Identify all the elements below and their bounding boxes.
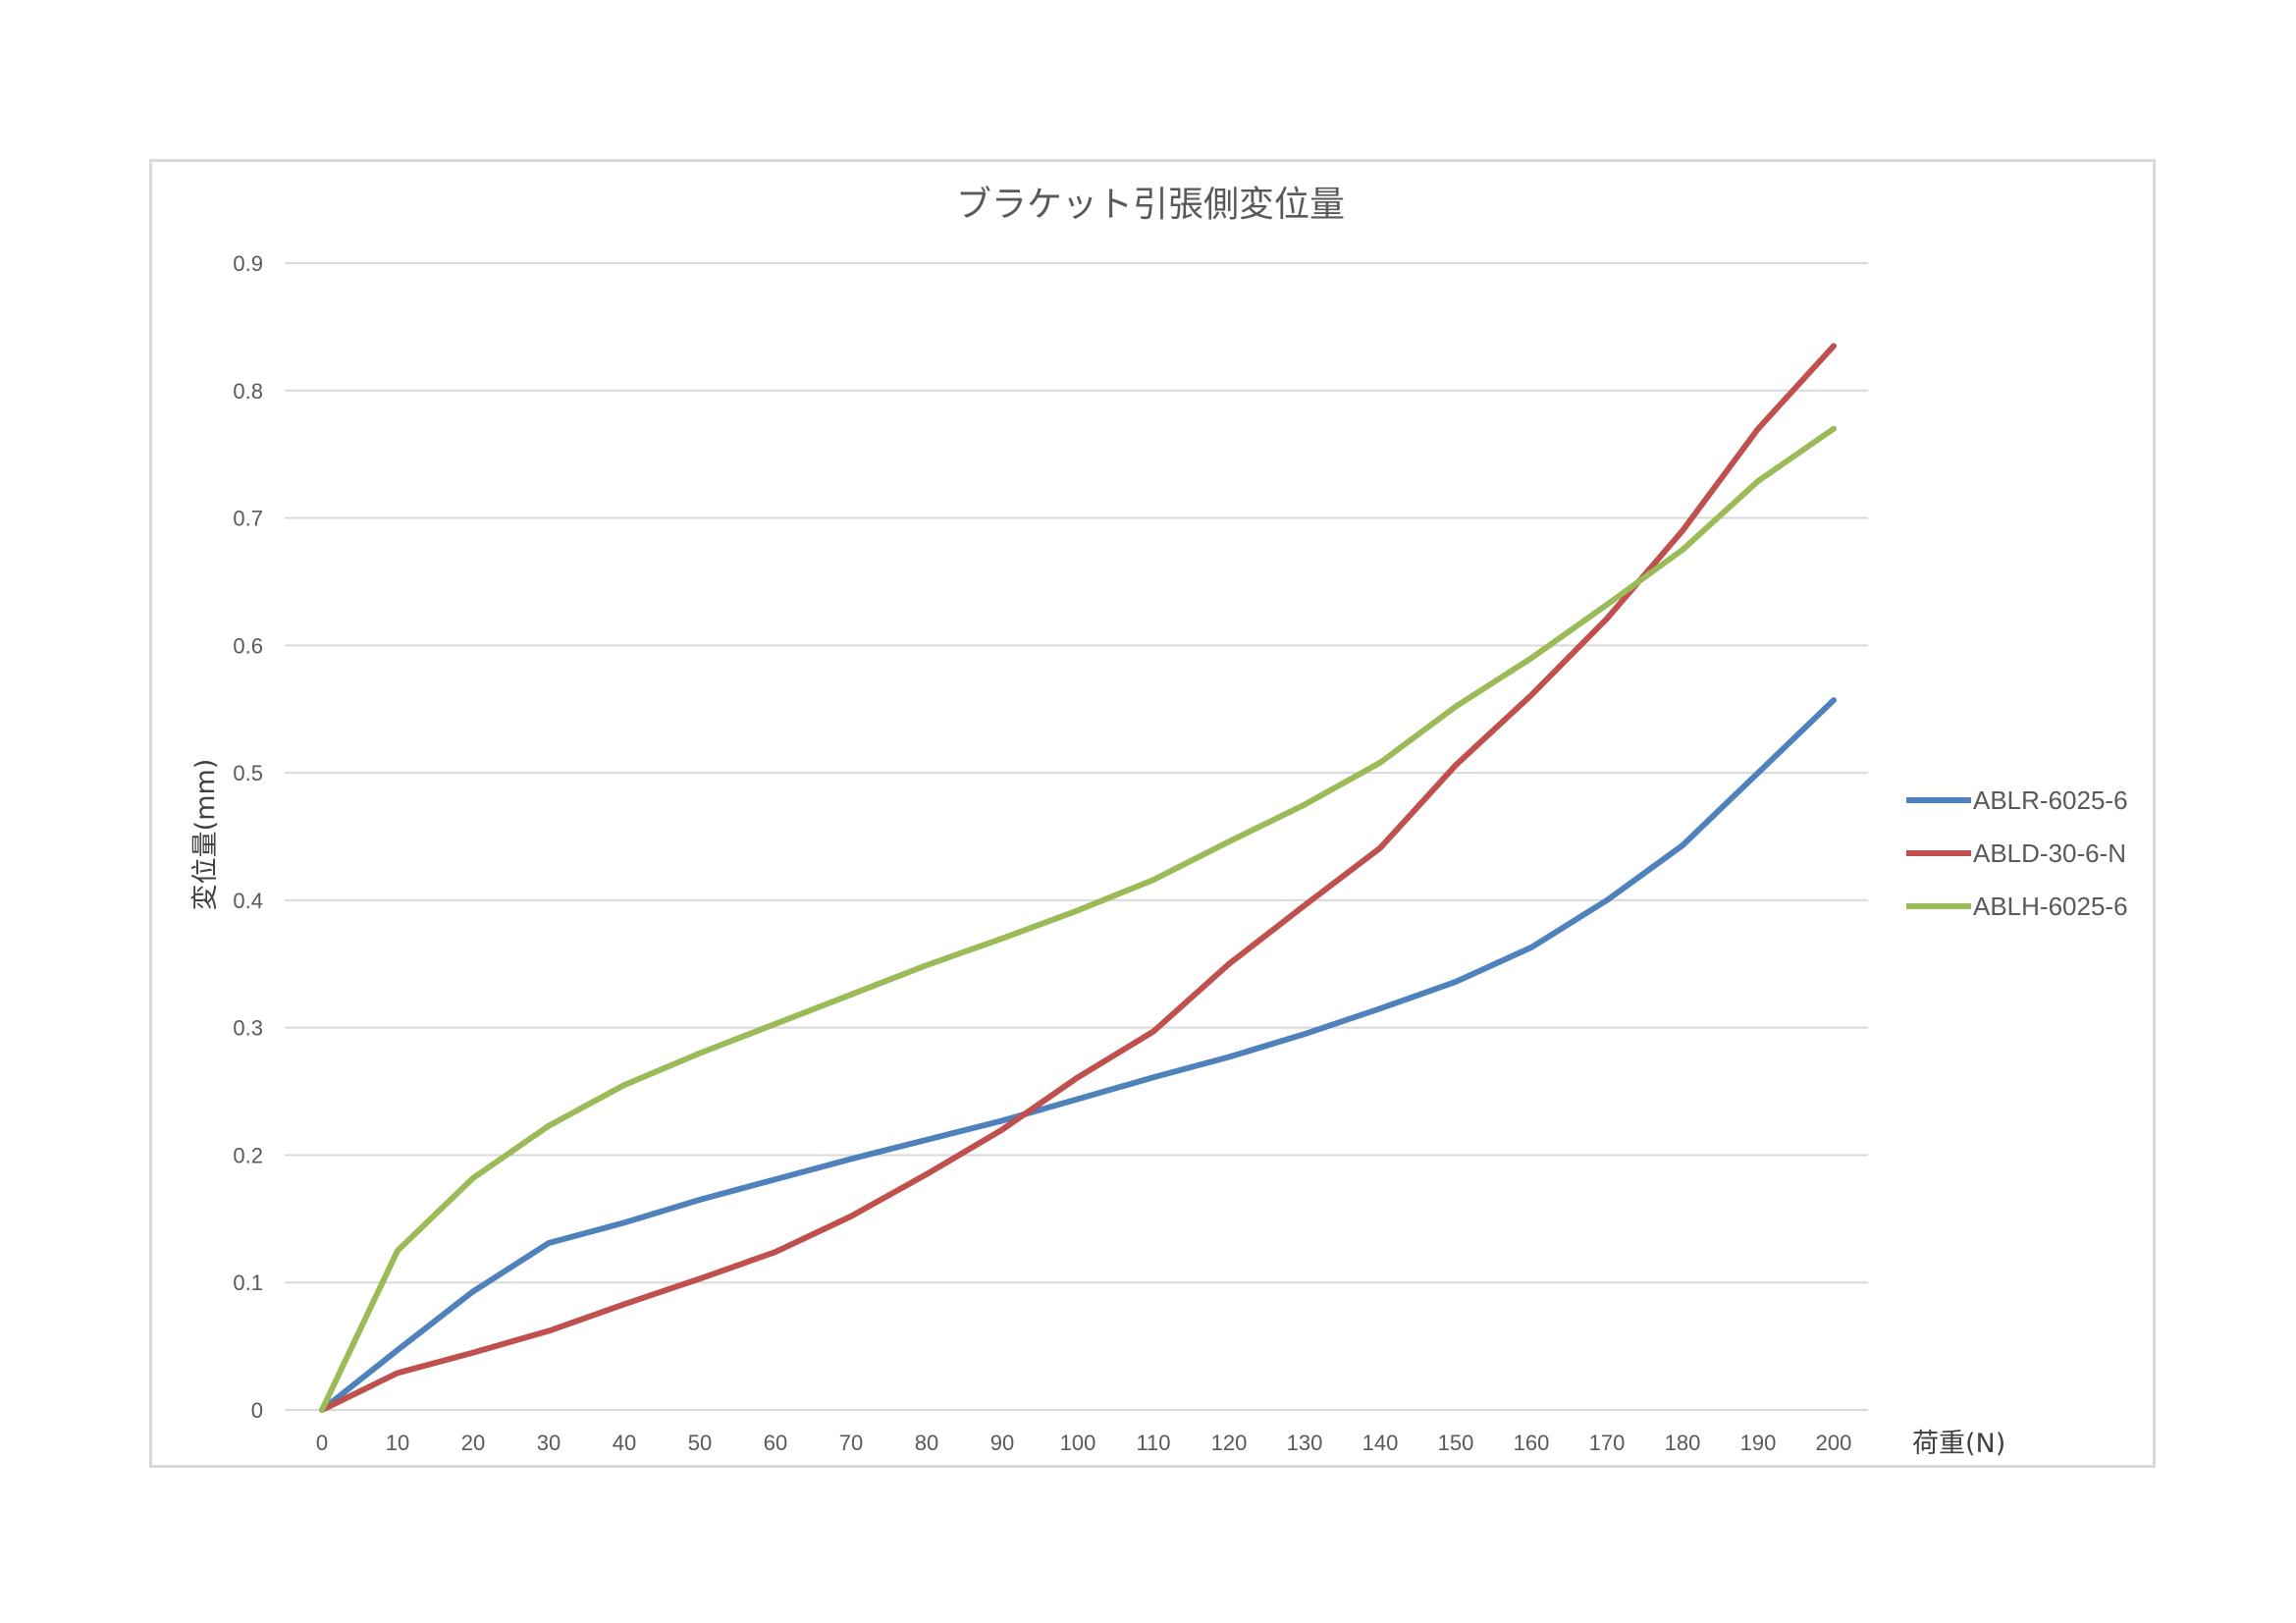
x-tick-label: 0 — [316, 1431, 328, 1455]
y-tick-label: 0.3 — [233, 1016, 263, 1041]
x-tick-label: 120 — [1211, 1431, 1248, 1455]
legend: ABLR-6025-6 ABLD-30-6-N ABLH-6025-6 — [1906, 785, 2128, 921]
legend-label-2: ABLD-30-6-N — [1973, 839, 2126, 868]
x-tick-label: 130 — [1287, 1431, 1323, 1455]
chart-title: ブラケット引張側変位量 — [956, 185, 1345, 225]
y-axis-label: 変位量(mm) — [190, 759, 221, 911]
x-tick-label: 110 — [1136, 1431, 1170, 1455]
x-tick-label: 50 — [688, 1431, 712, 1455]
y-tick-label: 0.1 — [233, 1271, 263, 1295]
x-tick-label: 70 — [839, 1431, 863, 1455]
series-line-2 — [319, 343, 1837, 1413]
x-tick-label: 30 — [537, 1431, 561, 1455]
y-tick-label: 0 — [251, 1398, 263, 1423]
y-tick-label: 0.7 — [233, 507, 263, 531]
x-axis-ticks: 0 10 20 30 40 50 60 70 80 90 100 110 120 130 140 150 160… — [316, 1431, 1851, 1455]
x-tick-label: 100 — [1060, 1431, 1096, 1455]
x-tick-label: 160 — [1514, 1431, 1550, 1455]
x-tick-label: 60 — [764, 1431, 787, 1455]
series-line-3 — [319, 425, 1837, 1413]
y-axis-ticks: 0 0.1 0.2 0.3 0.4 0.5 0.6 0.7 0.8 0.9 — [233, 251, 263, 1423]
x-tick-label: 180 — [1665, 1431, 1701, 1455]
x-tick-label: 40 — [613, 1431, 636, 1455]
x-tick-label: 170 — [1589, 1431, 1626, 1455]
x-axis-label: 荷重(N) — [1912, 1429, 2005, 1459]
y-tick-label: 0.2 — [233, 1143, 263, 1167]
series-line-1 — [319, 697, 1837, 1413]
x-tick-label: 200 — [1816, 1431, 1852, 1455]
x-tick-label: 80 — [915, 1431, 938, 1455]
x-tick-label: 90 — [990, 1431, 1014, 1455]
y-tick-label: 0.8 — [233, 379, 263, 404]
chart-frame — [149, 159, 2156, 1468]
gridlines — [285, 262, 1868, 1411]
y-tick-label: 0.9 — [233, 251, 263, 276]
y-tick-label: 0.6 — [233, 633, 263, 658]
y-tick-label: 0.4 — [233, 889, 263, 913]
x-tick-label: 10 — [386, 1431, 409, 1455]
x-tick-label: 190 — [1740, 1431, 1777, 1455]
y-tick-label: 0.5 — [233, 761, 263, 785]
legend-label-1: ABLR-6025-6 — [1973, 785, 2128, 815]
series-lines — [319, 343, 1837, 1413]
x-tick-label: 150 — [1438, 1431, 1474, 1455]
x-tick-label: 20 — [461, 1431, 485, 1455]
x-tick-label: 140 — [1362, 1431, 1399, 1455]
legend-label-3: ABLH-6025-6 — [1973, 892, 2128, 921]
